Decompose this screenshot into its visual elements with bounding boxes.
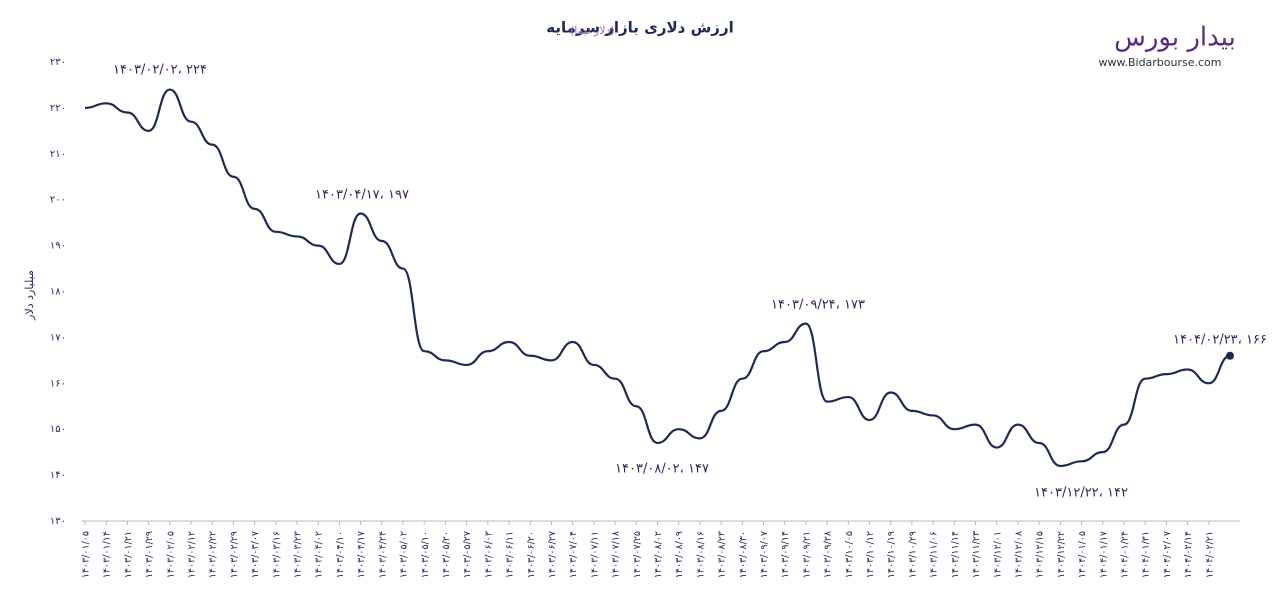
- x-tick-label: ۱۴۰۳/۰۸/۳۰: [738, 531, 749, 578]
- x-tick-label: ۱۴۰۴/۰۱/۱۷: [1098, 531, 1109, 578]
- x-tick-label: ۱۴۰۳/۰۸/۲۳: [717, 531, 728, 578]
- x-tick-label: ۱۴۰۳/۰۹/۲۸: [823, 531, 834, 578]
- x-tick-label: ۱۴۰۳/۱۱/۲۳: [971, 531, 982, 578]
- x-tick-label: ۱۴۰۳/۱۲/۱۵: [1035, 531, 1046, 578]
- x-tick-label: ۱۴۰۴/۰۲/۰۷: [1162, 531, 1173, 578]
- x-tick-label: ۱۴۰۳/۰۲/۲۹: [229, 531, 240, 578]
- y-tick-label: ۲۲۰: [50, 103, 66, 114]
- data-line: [84, 88, 1231, 468]
- x-tick-label: ۱۴۰۳/۰۲/۰۵: [165, 531, 176, 578]
- x-tick-label: ۱۴۰۳/۰۱/۱۴: [102, 531, 113, 578]
- x-tick-label: ۱۴۰۳/۰۵/۰۲: [399, 531, 410, 578]
- x-tick-label: ۱۴۰۳/۰۶/۲۷: [547, 531, 558, 578]
- x-tick-label: ۱۴۰۳/۰۳/۱۶: [271, 531, 282, 578]
- brand-name: بیدار بورس: [1114, 23, 1236, 53]
- chart-subtitle: (دلار نیما): [570, 24, 615, 37]
- y-tick-label: ۲۳۰: [50, 57, 66, 68]
- x-tick-label: ۱۴۰۳/۰۶/۱۱: [505, 531, 516, 578]
- annotation: ۱۴۰۳/۰۲/۰۲، ۲۲۴: [113, 63, 207, 78]
- x-tick-label: ۱۴۰۳/۰۹/۲۱: [801, 531, 812, 578]
- x-tick-label: ۱۴۰۳/۰۲/۲۲: [208, 531, 219, 578]
- annotation: ۱۴۰۳/۰۸/۰۲، ۱۴۷: [615, 462, 709, 477]
- x-tick-label: ۱۴۰۳/۰۷/۲۵: [632, 531, 643, 578]
- annotation: ۱۴۰۳/۱۲/۲۲، ۱۴۲: [1034, 486, 1128, 501]
- x-tick-label: ۱۴۰۳/۰۷/۱۱: [589, 531, 600, 578]
- x-tick-label: ۱۴۰۳/۱۲/۰۱: [992, 531, 1003, 578]
- x-tick-label: ۱۴۰۳/۱۱/۱۴: [950, 531, 961, 578]
- brand-url: www.Bidarbourse.com: [1098, 56, 1221, 69]
- x-tick-label: ۱۴۰۳/۱۱/۰۶: [929, 531, 940, 578]
- x-tick-label: ۱۴۰۳/۰۴/۲۴: [377, 531, 388, 578]
- x-tick-label: ۱۴۰۳/۰۱/۲۱: [123, 531, 134, 578]
- last-point: [1226, 351, 1234, 360]
- x-tick-label: ۱۴۰۳/۱۲/۲۲: [1056, 531, 1067, 578]
- x-tick-label: ۱۴۰۴/۰۱/۰۵: [1077, 531, 1088, 578]
- y-tick-label: ۱۵۰: [50, 424, 66, 435]
- chart-title: ارزش دلاری بازار سرمایه: [546, 19, 733, 37]
- x-tick-label: ۱۴۰۳/۰۸/۱۶: [695, 531, 706, 578]
- x-tick-label: ۱۴۰۳/۰۲/۱۲: [187, 531, 198, 578]
- x-tick-label: ۱۴۰۳/۰۱/۲۹: [144, 531, 155, 578]
- x-tick-label: ۱۴۰۳/۰۸/۰۲: [653, 531, 664, 578]
- x-tick-label: ۱۴۰۳/۰۹/۰۷: [759, 531, 770, 578]
- annotation: ۱۴۰۳/۰۴/۱۷، ۱۹۷: [315, 188, 409, 203]
- y-tick-label: ۱۳۰: [50, 516, 66, 527]
- y-tick-label: ۱۴۰: [50, 470, 66, 481]
- x-tick-label: ۱۴۰۳/۰۷/۱۸: [611, 531, 622, 578]
- y-tick-label: ۱۶۰: [50, 378, 66, 389]
- x-tick-label: ۱۴۰۳/۰۵/۲۰: [441, 531, 452, 578]
- x-tick-label: ۱۴۰۳/۰۶/۰۳: [483, 531, 494, 578]
- x-tick-label: ۱۴۰۳/۰۳/۰۷: [250, 531, 261, 578]
- x-tick-label: ۱۴۰۳/۱۰/۲۹: [907, 531, 918, 578]
- y-tick-label: ۲۱۰: [50, 149, 66, 160]
- y-axis-label: میلیارد دلار: [23, 270, 36, 321]
- x-tick-label: ۱۴۰۳/۰۹/۱۴: [780, 531, 791, 578]
- x-tick-label: ۱۴۰۳/۰۴/۱۷: [356, 531, 367, 578]
- annotation: ۱۴۰۳/۰۹/۲۴، ۱۷۳: [771, 298, 865, 313]
- x-tick-label: ۱۴۰۴/۰۱/۲۴: [1119, 531, 1130, 578]
- x-tick-label: ۱۴۰۳/۰۴/۱۰: [335, 531, 346, 578]
- x-tick-label: ۱۴۰۳/۰۷/۰۴: [568, 531, 579, 578]
- y-tick-label: ۲۰۰: [50, 195, 66, 206]
- x-tick-label: ۱۴۰۳/۱۰/۱۹: [886, 531, 897, 578]
- x-tick-label: ۱۴۰۳/۰۳/۲۳: [293, 531, 304, 578]
- y-tick-label: ۱۹۰: [50, 241, 66, 252]
- x-tick-label: ۱۴۰۳/۰۸/۰۹: [674, 531, 685, 578]
- x-tick-label: ۱۴۰۳/۰۵/۲۷: [462, 531, 473, 578]
- x-tick-label: ۱۴۰۳/۱۲/۰۸: [1013, 531, 1024, 578]
- y-tick-label: ۱۷۰: [50, 332, 66, 343]
- annotation: ۱۴۰۴/۰۲/۲۳، ۱۶۶: [1173, 333, 1267, 348]
- x-tick-label: ۱۴۰۳/۱۰/۱۲: [865, 531, 876, 578]
- x-tick-label: ۱۴۰۴/۰۱/۳۱: [1141, 531, 1152, 578]
- x-tick-label: ۱۴۰۴/۰۲/۱۴: [1183, 531, 1194, 578]
- y-tick-label: ۱۸۰: [50, 287, 66, 298]
- x-tick-label: ۱۴۰۳/۰۶/۲۰: [526, 531, 537, 578]
- x-tick-label: ۱۴۰۴/۰۲/۲۱: [1204, 531, 1215, 578]
- x-tick-label: ۱۴۰۳/۰۴/۰۲: [314, 531, 325, 578]
- x-tick-label: ۱۴۰۳/۰۱/۰۵: [81, 531, 92, 578]
- x-tick-label: ۱۴۰۳/۱۰/۰۵: [844, 531, 855, 578]
- x-tick-label: ۱۴۰۳/۰۵/۱۰: [420, 531, 431, 578]
